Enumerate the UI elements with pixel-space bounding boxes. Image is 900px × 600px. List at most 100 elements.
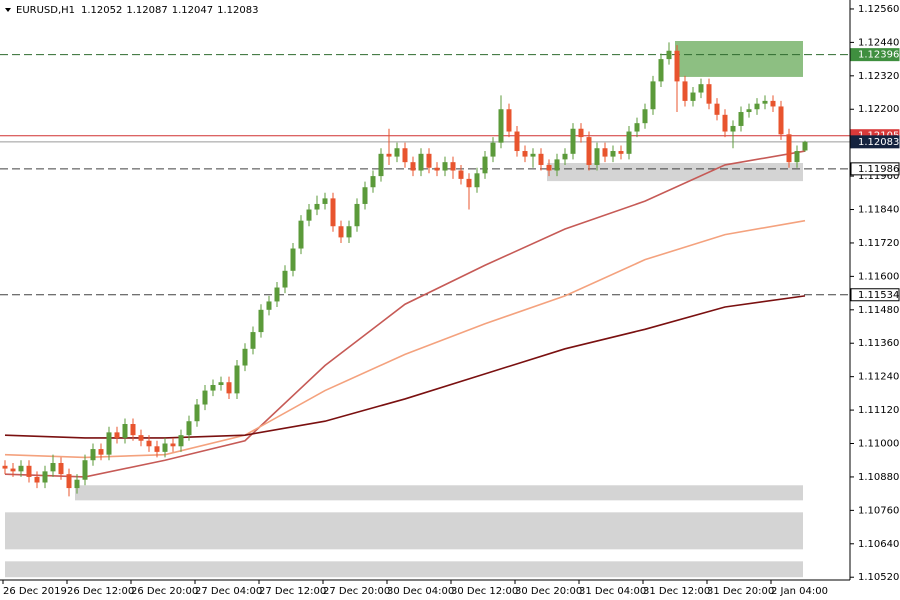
y-tick-label: 1.11360 bbox=[858, 338, 899, 349]
candle-body bbox=[242, 348, 248, 366]
level-tag-label: 1.11986 bbox=[858, 164, 899, 175]
candle-body bbox=[594, 148, 600, 165]
candle-body bbox=[466, 178, 472, 188]
candle-body bbox=[770, 100, 776, 107]
candle-body bbox=[498, 109, 504, 143]
candle-body bbox=[258, 309, 264, 333]
level-tag-label: 1.12396 bbox=[858, 50, 899, 61]
candle-body bbox=[98, 449, 104, 455]
moving-average bbox=[4, 150, 806, 478]
zone bbox=[5, 512, 803, 550]
candle-body bbox=[282, 270, 288, 288]
zone bbox=[75, 485, 803, 501]
candle-body bbox=[290, 248, 296, 271]
candle-body bbox=[674, 50, 680, 82]
candle-body bbox=[690, 92, 696, 101]
candle-body bbox=[370, 176, 376, 188]
y-tick-label: 1.12200 bbox=[858, 104, 899, 115]
candle-body bbox=[18, 465, 24, 472]
candle-body bbox=[250, 332, 256, 349]
candle-body bbox=[378, 153, 384, 177]
candle-body bbox=[706, 84, 712, 104]
y-tick-label: 1.10880 bbox=[858, 472, 899, 483]
candle-body bbox=[402, 148, 408, 163]
x-tick-label: 26 Dec 12:00 bbox=[67, 586, 134, 597]
candle-body bbox=[154, 446, 160, 452]
candle-body bbox=[66, 474, 72, 489]
y-tick-label: 1.11120 bbox=[858, 405, 899, 416]
candle-body bbox=[618, 151, 624, 154]
candle-body bbox=[234, 365, 240, 394]
x-tick-label: 26 Dec 2019 bbox=[3, 586, 67, 597]
candle-body bbox=[666, 50, 672, 60]
menu-arrow bbox=[5, 8, 11, 12]
level-tag-label: 1.11534 bbox=[858, 290, 899, 301]
candle-body bbox=[442, 162, 448, 171]
level-tag bbox=[850, 288, 900, 302]
candle-body bbox=[354, 203, 360, 227]
candle-body bbox=[490, 142, 496, 157]
candle-body bbox=[522, 151, 528, 157]
candle-body bbox=[506, 109, 512, 132]
y-tick-label: 1.11600 bbox=[858, 271, 899, 282]
moving-average bbox=[4, 295, 806, 439]
high: 1.12087 bbox=[126, 5, 167, 16]
levels bbox=[0, 54, 850, 296]
candle-body bbox=[266, 301, 272, 310]
y-tick-label: 1.12320 bbox=[858, 71, 899, 82]
candle-body bbox=[426, 153, 432, 168]
candle-body bbox=[42, 471, 48, 483]
axes: 1.12560 1.12440 1.12320 1.12200 1.11960 1.118… bbox=[2, 4, 899, 597]
candle-body bbox=[530, 153, 536, 157]
level-tag bbox=[850, 162, 900, 176]
candle-body bbox=[2, 465, 8, 469]
candle-body bbox=[10, 468, 16, 472]
candle-body bbox=[58, 463, 64, 475]
candle-body bbox=[338, 226, 344, 238]
y-tick-label: 1.11840 bbox=[858, 205, 899, 216]
candle-body bbox=[578, 128, 584, 138]
x-tick-label: 31 Dec 12:00 bbox=[643, 586, 710, 597]
candle-body bbox=[162, 443, 168, 452]
x-tick-label: 27 Dec 20:00 bbox=[323, 586, 390, 597]
candle-body bbox=[434, 167, 440, 171]
candle-body bbox=[714, 103, 720, 115]
candle-body bbox=[474, 173, 480, 188]
y-tick-label: 1.11480 bbox=[858, 305, 899, 316]
candle-body bbox=[642, 109, 648, 124]
candle-body bbox=[362, 187, 368, 204]
candle-body bbox=[170, 443, 176, 447]
close: 1.12083 bbox=[217, 5, 258, 16]
candle-body bbox=[106, 432, 112, 455]
x-tick-label: 26 Dec 20:00 bbox=[131, 586, 198, 597]
candle-body bbox=[778, 106, 784, 135]
candle-body bbox=[26, 465, 32, 477]
level-tag bbox=[850, 135, 900, 149]
candle-body bbox=[794, 151, 800, 163]
moving-averages bbox=[4, 150, 806, 478]
zone bbox=[5, 561, 803, 578]
candle-body bbox=[114, 432, 120, 438]
candle-body bbox=[386, 153, 392, 157]
candle-body bbox=[82, 460, 88, 480]
candle-body bbox=[298, 220, 304, 249]
level-tag bbox=[850, 48, 900, 62]
candle-body bbox=[570, 128, 576, 154]
candle-body bbox=[762, 100, 768, 104]
candle-body bbox=[314, 203, 320, 210]
candle-body bbox=[450, 162, 456, 171]
candle-body bbox=[746, 109, 752, 113]
candle-body bbox=[346, 226, 352, 238]
candle-body bbox=[586, 137, 592, 165]
candle-body bbox=[202, 390, 208, 405]
candle-body bbox=[562, 153, 568, 160]
candle-body bbox=[210, 385, 216, 391]
x-tick-label: 31 Dec 04:00 bbox=[579, 586, 646, 597]
candle-body bbox=[802, 141, 808, 151]
candle-body bbox=[682, 81, 688, 101]
y-tick-label: 1.10520 bbox=[858, 572, 899, 583]
x-tick-label: 30 Dec 20:00 bbox=[515, 586, 582, 597]
candle-body bbox=[306, 209, 312, 221]
